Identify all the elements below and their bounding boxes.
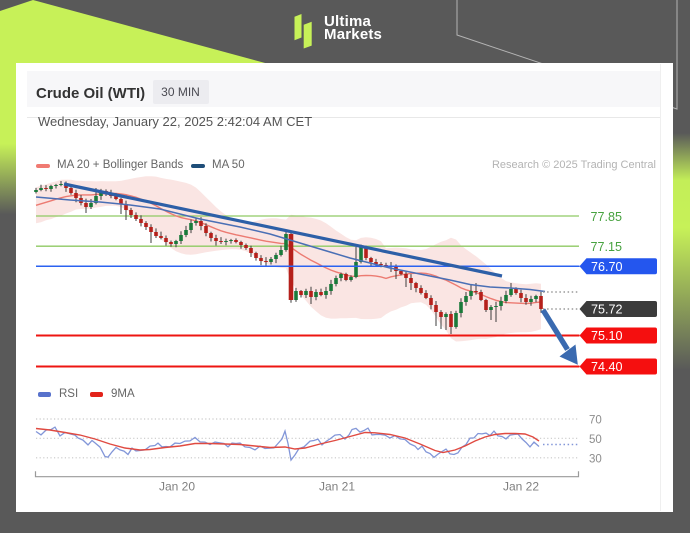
svg-text:75.72: 75.72	[591, 303, 623, 317]
svg-text:Jan 20: Jan 20	[159, 480, 195, 494]
svg-text:Jan 21: Jan 21	[319, 480, 355, 494]
svg-text:76.70: 76.70	[591, 260, 623, 274]
svg-text:70: 70	[589, 415, 602, 427]
svg-text:50: 50	[589, 434, 602, 446]
svg-text:77.15: 77.15	[591, 240, 623, 254]
svg-text:74.40: 74.40	[591, 360, 623, 374]
svg-text:Jan 22: Jan 22	[503, 480, 539, 494]
svg-text:30: 30	[589, 453, 602, 465]
svg-text:75.10: 75.10	[591, 329, 623, 343]
svg-text:77.85: 77.85	[591, 210, 623, 224]
